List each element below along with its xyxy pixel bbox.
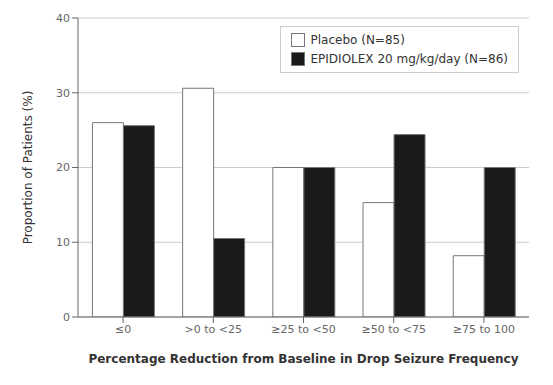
svg-text:40: 40 [56, 12, 70, 25]
svg-text:≥25 to <50: ≥25 to <50 [271, 323, 335, 336]
html-text:EPIDIOLEX 20 mg/kg/day (N=86): EPIDIOLEX 20 mg/kg/day (N=86) [310, 52, 508, 66]
svg-text:30: 30 [56, 87, 70, 100]
svg-text:≥75 to 100: ≥75 to 100 [453, 323, 515, 336]
html-text:Placebo (N=85): Placebo (N=85) [310, 33, 405, 47]
svg-text:Percentage Reduction from Base: Percentage Reduction from Baseline in Dr… [88, 352, 518, 366]
svg-text:10: 10 [56, 236, 70, 249]
svg-text:20: 20 [56, 161, 70, 174]
svg-text:Proportion of Patients (%): Proportion of Patients (%) [21, 91, 35, 245]
svg-text:≤0: ≤0 [115, 323, 131, 336]
svg-text:≥50 to <75: ≥50 to <75 [361, 323, 425, 336]
svg-text:0: 0 [63, 311, 70, 324]
svg-text:>0 to <25: >0 to <25 [185, 323, 242, 336]
